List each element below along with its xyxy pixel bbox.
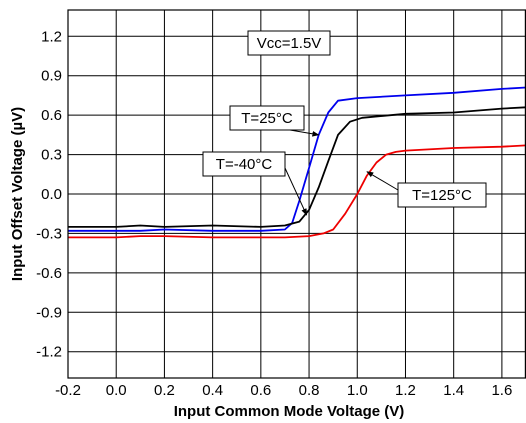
- annotation-minus40c: T=-40°C: [202, 151, 308, 216]
- y-axis-title: Input Offset Voltage (µV): [9, 107, 26, 281]
- condition-label-text: Vcc=1.5V: [257, 35, 322, 52]
- y-tick-label: -0.3: [36, 225, 62, 242]
- y-tick-label: -0.6: [36, 265, 62, 282]
- x-tick-label: 0.6: [250, 382, 271, 399]
- x-tick-label: 0.8: [299, 382, 320, 399]
- condition-label-box: [247, 30, 331, 56]
- annotation-125c: T=125°C: [366, 171, 487, 208]
- x-tick-label: 1.4: [443, 382, 464, 399]
- annotation-arrow: [284, 167, 308, 216]
- annotation-text: T=-40°C: [216, 156, 273, 173]
- x-tick-label: 1.2: [395, 382, 416, 399]
- series-line-125c: [68, 144, 526, 239]
- annotations: T=25°C T=-40°C T=125°C: [202, 105, 487, 216]
- x-tick-label: 1.0: [347, 382, 368, 399]
- y-tick-label: 0.9: [41, 68, 62, 85]
- annotation-box: [229, 105, 305, 131]
- tick-labels: -0.2 0.0 0.2 0.4 0.6 0.8 1.0 1.2 1.4 1.6 1.2 0.9 0.6…: [36, 28, 512, 399]
- x-tick-label: -0.2: [55, 382, 81, 399]
- condition-label: Vcc=1.5V: [247, 30, 331, 56]
- x-tick-label: 0.0: [106, 382, 127, 399]
- annotation-arrow: [289, 129, 320, 137]
- annotation-text: T=125°C: [412, 187, 472, 204]
- annotation-25c: T=25°C: [229, 105, 320, 137]
- x-tick-label: 1.6: [491, 382, 512, 399]
- y-tick-label: -0.9: [36, 304, 62, 321]
- x-axis-title: Input Common Mode Voltage (V): [174, 403, 405, 420]
- y-tick-label: 0.3: [41, 147, 62, 164]
- annotation-box: [202, 151, 286, 177]
- series-group: [68, 86, 526, 239]
- annotation-arrow: [366, 171, 399, 191]
- y-tick-label: 0.6: [41, 107, 62, 124]
- annotation-box: [397, 182, 487, 208]
- series-line-25c: [68, 86, 526, 232]
- y-tick-label: 0.0: [41, 186, 62, 203]
- plot-frame: [67, 9, 526, 379]
- x-tick-label: 0.4: [202, 382, 223, 399]
- series-line-minus40c: [68, 106, 526, 228]
- annotation-text: T=25°C: [241, 110, 293, 127]
- y-tick-label: 1.2: [41, 28, 62, 45]
- x-tick-label: 0.2: [154, 382, 175, 399]
- y-tick-label: -1.2: [36, 344, 62, 361]
